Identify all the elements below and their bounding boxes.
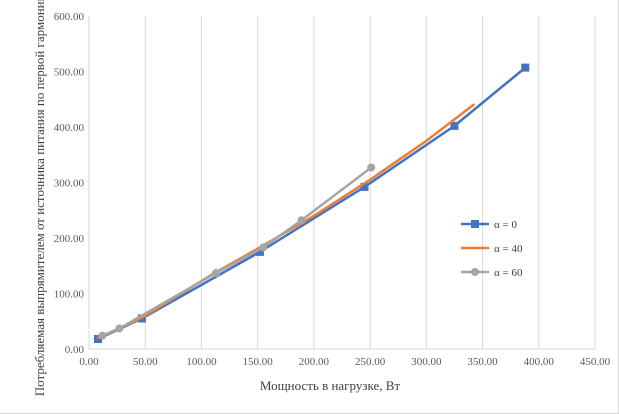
x-tick-label: 450.00: [580, 356, 611, 368]
data-point: [212, 268, 221, 277]
y-axis-title: Потребляемая выпрямителем от источника п…: [32, 0, 47, 396]
y-tick-label: 500.00: [54, 67, 85, 79]
data-point: [367, 163, 376, 172]
legend: α = 0 α = 40 α = 60: [461, 219, 523, 279]
legend-label: α = 40: [494, 243, 523, 255]
x-tick-labels: 0.00 50.00 100.00 150.00 200.00 250.00 300.00 3…: [79, 356, 610, 368]
y-tick-label: 300.00: [54, 178, 85, 190]
y-tick-label: 600.00: [54, 11, 85, 23]
x-tick-label: 150.00: [243, 356, 274, 368]
series-line: [96, 103, 475, 340]
y-tick-labels: 0.00 100.00 200.00 300.00 400.00 500.00 600.00: [54, 11, 85, 356]
x-tick-label: 350.00: [467, 356, 498, 368]
series-line: [96, 66, 527, 341]
legend-label: α = 0: [494, 219, 517, 231]
x-tick-label: 0.00: [79, 356, 99, 368]
series-2: [98, 163, 376, 340]
data-point: [521, 63, 530, 72]
data-point: [259, 243, 268, 252]
data-point: [98, 331, 107, 340]
x-tick-label: 300.00: [411, 356, 442, 368]
legend-marker: [471, 268, 479, 276]
x-tick-label: 400.00: [524, 356, 555, 368]
legend-item: α = 0: [461, 219, 517, 231]
x-tick-label: 50.00: [133, 356, 158, 368]
y-tick-label: 0.00: [65, 344, 85, 356]
x-tick-label: 250.00: [355, 356, 386, 368]
data-point: [255, 247, 264, 256]
x-tick-label: 200.00: [299, 356, 330, 368]
data-point: [450, 121, 459, 130]
legend-marker: [471, 220, 479, 228]
data-point: [115, 324, 124, 333]
legend-label: α = 60: [494, 267, 523, 279]
plot-area: [93, 63, 530, 344]
y-tick-label: 200.00: [54, 233, 85, 245]
series-line: [101, 166, 373, 337]
data-point: [360, 182, 369, 191]
y-tick-label: 400.00: [54, 122, 85, 134]
data-point: [297, 216, 306, 225]
series-1: [96, 103, 475, 340]
series-0: [93, 63, 530, 344]
x-tick-label: 100.00: [186, 356, 217, 368]
legend-item: α = 40: [461, 243, 523, 255]
axes: [88, 16, 595, 350]
legend-item: α = 60: [461, 267, 523, 279]
y-tick-label: 100.00: [54, 289, 85, 301]
x-axis-title: Мощность в нагрузке, Вт: [260, 378, 401, 393]
